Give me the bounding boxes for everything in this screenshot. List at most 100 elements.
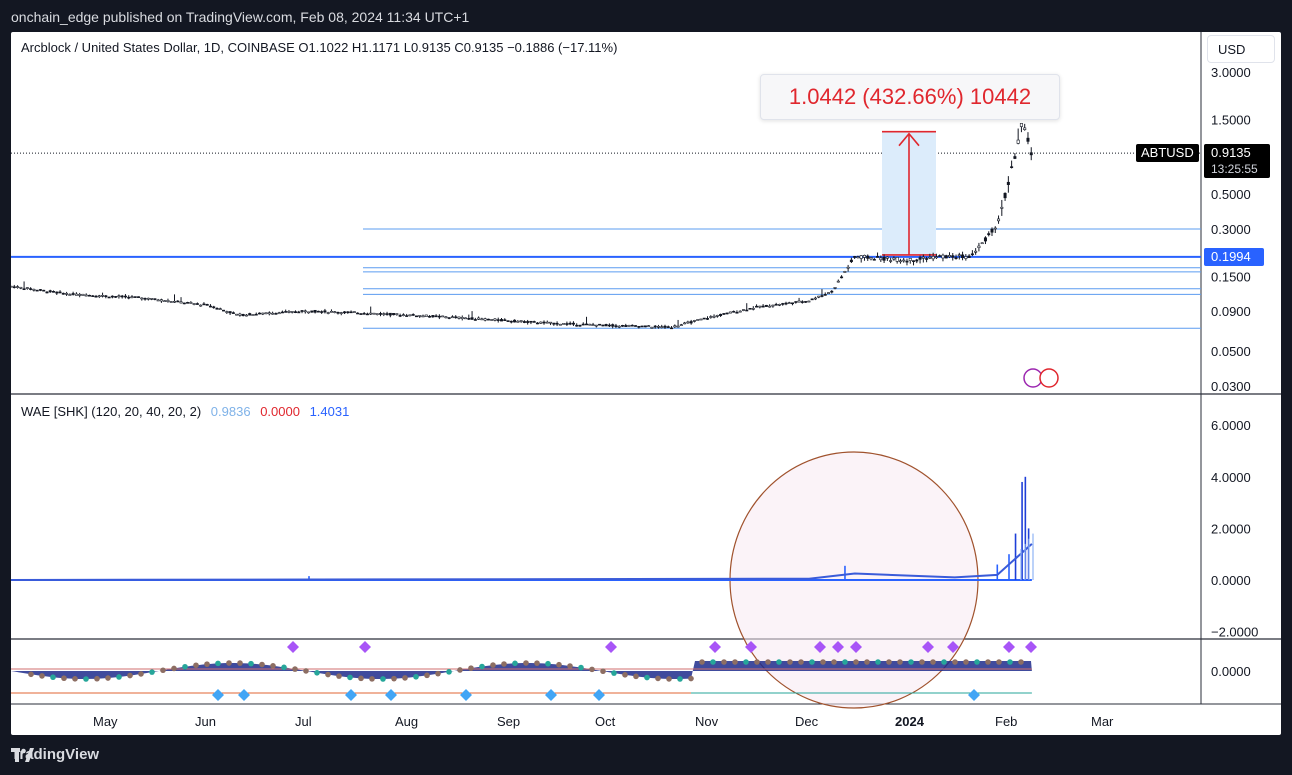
candle-body — [388, 312, 392, 316]
candle-body — [395, 313, 399, 315]
oscillator-dot — [908, 659, 914, 665]
candle-body — [313, 309, 317, 313]
candle-body — [689, 321, 693, 324]
currency-selector[interactable]: USD — [1207, 35, 1275, 63]
oscillator-dot — [996, 659, 1002, 665]
chart-frame[interactable]: 3.0000 1.5000 0.5000 0.3000 0.1500 0.0900 0.05… — [11, 32, 1281, 735]
candle-body — [643, 325, 647, 328]
candle-body — [385, 313, 389, 315]
candle-body — [140, 297, 144, 300]
oscillator-dot — [380, 676, 386, 682]
candle-body — [55, 291, 59, 294]
candle-body — [607, 324, 611, 327]
oscillator-dot — [204, 661, 210, 667]
oscillator-dot — [765, 659, 771, 665]
oscillator-dot — [39, 673, 45, 679]
signal-diamond — [593, 689, 605, 701]
candle-body — [169, 301, 173, 303]
candle-body — [359, 313, 363, 315]
candle-body — [800, 301, 804, 303]
candle-body — [706, 318, 710, 320]
candle-body — [660, 326, 664, 328]
oscillator-dot — [369, 676, 375, 682]
signal-diamond — [545, 689, 557, 701]
oscillator-dot — [105, 675, 111, 681]
oscillator-dot — [567, 663, 573, 669]
candle-body — [686, 321, 690, 324]
candle-body — [320, 311, 324, 313]
signal-diamond — [922, 641, 934, 653]
oscillator-dot — [61, 675, 67, 682]
oscillator-dot — [160, 667, 166, 674]
candle-body — [35, 289, 39, 292]
candle-body — [293, 311, 297, 313]
candle-body — [464, 317, 468, 320]
candle-body — [647, 325, 651, 327]
candle-body — [12, 286, 16, 289]
candle-body — [751, 308, 755, 310]
candle-body — [519, 320, 523, 322]
candle-body — [307, 311, 311, 314]
candle-body — [244, 314, 248, 317]
oscillator-dot — [314, 670, 320, 676]
signal-diamond — [287, 641, 299, 653]
oscillator-dot — [633, 673, 639, 680]
candle-body — [212, 306, 216, 309]
candle-body — [42, 289, 46, 292]
oscillator-dot — [193, 662, 199, 669]
candle-body — [908, 257, 912, 261]
oscillator-dot — [490, 662, 496, 668]
oscillator-dot — [259, 661, 265, 668]
candle-body — [568, 322, 572, 325]
candle-body — [1019, 123, 1023, 127]
measure-label[interactable]: 1.0442 (432.66%) 10442 — [760, 74, 1060, 120]
candle-body — [38, 289, 42, 291]
price-tick-label: 0.0500 — [1211, 344, 1251, 359]
oscillator-area — [11, 661, 1032, 679]
candle-body — [679, 324, 683, 326]
candle-body — [892, 257, 896, 260]
candle-body — [61, 292, 65, 295]
candle-body — [271, 312, 275, 315]
candle-body — [764, 304, 768, 307]
candle-body — [921, 256, 925, 259]
candle-body — [598, 323, 602, 326]
candle-body — [114, 296, 118, 298]
candle-body — [470, 317, 474, 320]
candle-body — [889, 260, 893, 262]
candle-body — [738, 310, 742, 313]
chart-canvas[interactable]: 3.0000 1.5000 0.5000 0.3000 0.1500 0.0900 0.05… — [11, 32, 1281, 735]
candle-body — [130, 296, 134, 298]
candle-body — [303, 310, 307, 313]
candle-body — [826, 292, 830, 294]
candle-body — [964, 256, 968, 259]
signal-diamond — [1025, 641, 1037, 653]
candle-body — [254, 313, 258, 316]
candle-body — [467, 318, 471, 320]
candle-body — [977, 245, 981, 248]
candle-body — [673, 325, 677, 328]
candle-body — [787, 302, 791, 304]
candle-body — [558, 323, 562, 326]
wae-tick-label: 2.0000 — [1211, 521, 1251, 536]
candle-body — [562, 323, 566, 325]
time-tick-label: Feb — [995, 714, 1017, 729]
publish-caption: onchain_edge published on TradingView.co… — [11, 9, 470, 25]
measure-arrow-head — [898, 132, 920, 147]
oscillator-dot — [435, 670, 441, 677]
last-price: 0.9135 — [1211, 145, 1251, 160]
tradingview-brand[interactable]: TradingView — [11, 746, 99, 763]
oscillator-dot — [545, 660, 551, 667]
candle-body — [215, 308, 219, 310]
candle-body — [650, 327, 654, 329]
candle-body — [876, 256, 880, 258]
candle-body — [535, 322, 539, 325]
oscillator-dot — [248, 660, 254, 667]
candle-body — [526, 321, 530, 323]
candle-body — [1023, 127, 1027, 130]
oscillator-dot — [523, 660, 529, 666]
candle-body — [585, 323, 589, 326]
candle-body — [941, 254, 945, 259]
candle-body — [954, 257, 958, 259]
candle-body — [32, 288, 36, 291]
